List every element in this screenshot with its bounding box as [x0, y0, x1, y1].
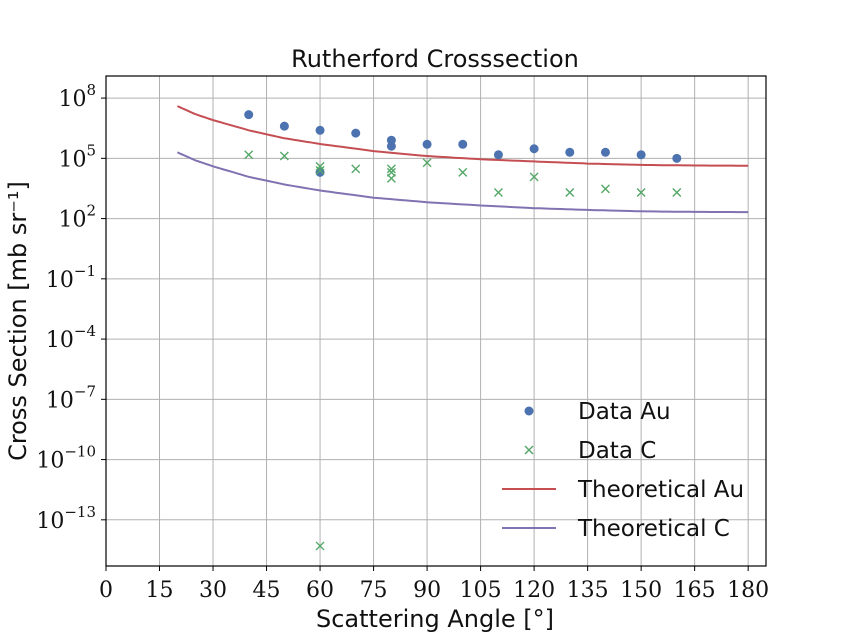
y-tick-label: 10−10 [36, 443, 96, 474]
legend: Data Au Data C Theoretical Au Theoretical C [502, 399, 744, 542]
y-tick-label: 10−7 [46, 382, 96, 413]
x-tick-label: 45 [253, 578, 281, 603]
point-data-c [315, 541, 325, 551]
point-data-au [600, 147, 610, 157]
data-points [244, 110, 682, 551]
point-data-c [672, 187, 682, 197]
point-data-c [565, 187, 575, 197]
line-theoretical-au [176, 105, 749, 167]
point-data-c [279, 151, 289, 161]
x-tick-label: 60 [306, 578, 334, 603]
x-tick-label: 75 [360, 578, 388, 603]
point-data-c [636, 187, 646, 197]
point-data-au [244, 110, 254, 120]
line-theoretical-c [176, 151, 749, 214]
legend-label: Theoretical Au [577, 477, 744, 503]
y-tick-label: 10−4 [46, 322, 96, 353]
legend-label: Data C [578, 438, 656, 464]
x-tick-label: 30 [199, 578, 227, 603]
point-data-au [458, 139, 468, 149]
y-tick-label: 10−1 [46, 262, 96, 293]
point-data-c [422, 158, 432, 168]
point-data-au [422, 139, 432, 149]
y-axis-ticks: 10−13 10−10 10−7 10−4 10−1 102 105 108 [36, 81, 106, 534]
legend-swatch [524, 406, 534, 416]
x-tick-label: 150 [620, 578, 662, 603]
x-tick-label: 105 [460, 578, 502, 603]
point-data-au [672, 153, 682, 163]
legend-item-theoretical-au: Theoretical Au [502, 477, 744, 503]
point-data-c [458, 167, 468, 177]
legend-label: Data Au [578, 399, 671, 425]
point-data-c [600, 184, 610, 194]
point-data-au [386, 141, 396, 151]
y-tick-label: 108 [58, 81, 96, 112]
point-data-c [493, 187, 503, 197]
point-data-c [386, 164, 396, 174]
point-data-au [279, 121, 289, 131]
y-axis-label: Cross Section [mb sr⁻¹] [4, 181, 32, 461]
y-tick-label: 102 [58, 202, 96, 233]
x-tick-label: 90 [413, 578, 441, 603]
point-data-c [244, 150, 254, 160]
legend-item-data-au: Data Au [524, 399, 671, 425]
point-data-au [565, 147, 575, 157]
point-data-c [529, 172, 539, 182]
point-data-au [315, 125, 325, 135]
theory-lines [176, 105, 749, 214]
x-tick-label: 165 [674, 578, 716, 603]
point-data-c [315, 161, 325, 171]
y-tick-label: 10−13 [36, 503, 96, 534]
legend-label: Theoretical C [577, 516, 730, 542]
x-tick-label: 120 [513, 578, 555, 603]
legend-swatch [524, 445, 534, 455]
legend-item-theoretical-c: Theoretical C [502, 516, 730, 542]
point-data-c [315, 165, 325, 175]
point-data-au [351, 128, 361, 138]
x-tick-label: 15 [146, 578, 174, 603]
point-data-au [636, 150, 646, 160]
x-axis-ticks: 0 15 30 45 60 75 90 105 120 135 150 165 180 [99, 566, 769, 603]
y-tick-label: 105 [58, 141, 96, 172]
x-axis-label: Scattering Angle [°] [316, 605, 554, 633]
x-tick-label: 0 [99, 578, 113, 603]
x-tick-label: 135 [567, 578, 609, 603]
point-data-au [493, 150, 503, 160]
point-data-c [351, 164, 361, 174]
chart-title: Rutherford Crosssection [291, 45, 579, 73]
plot-frame [105, 75, 767, 567]
point-data-au [315, 167, 325, 177]
legend-item-data-c: Data C [524, 438, 656, 464]
x-tick-label: 180 [727, 578, 769, 603]
point-data-au [529, 144, 539, 154]
point-data-c [386, 173, 396, 183]
